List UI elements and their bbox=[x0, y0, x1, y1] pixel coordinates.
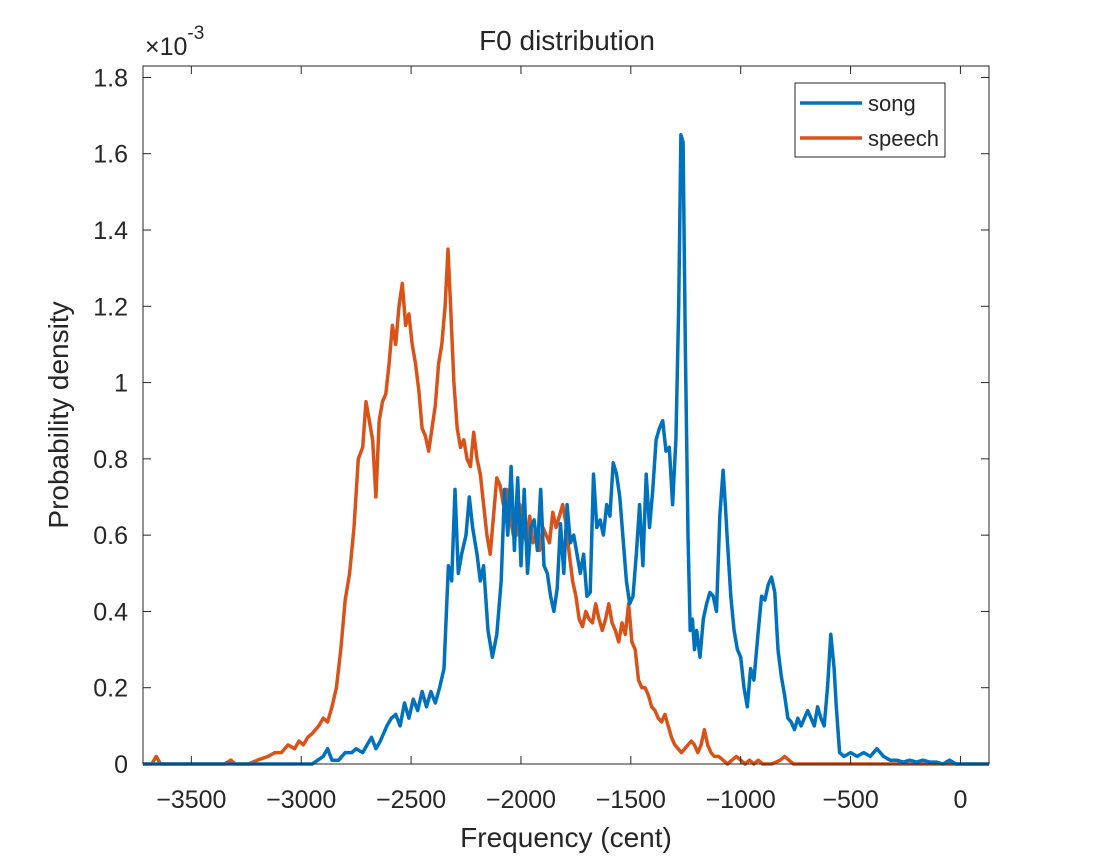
series-line-song bbox=[143, 132, 989, 766]
x-tick-label: −1500 bbox=[596, 786, 666, 814]
exponent-power: -3 bbox=[187, 23, 204, 44]
x-tick-label: −2000 bbox=[486, 786, 556, 814]
plot-frame bbox=[142, 65, 990, 765]
svg-text:×10-3: ×10-3 bbox=[145, 23, 204, 61]
y-tick-label: 0 bbox=[114, 751, 128, 779]
x-tick-label: 0 bbox=[953, 786, 967, 814]
y-axis-label: Probability density bbox=[43, 301, 74, 528]
x-axis-ticks: −3500 −3000 −2500 −2000 −1500 −1000 −500 0 bbox=[156, 66, 967, 814]
x-tick-label: −1000 bbox=[706, 786, 776, 814]
x-tick-label: −3000 bbox=[266, 786, 336, 814]
y-tick-label: 1 bbox=[114, 370, 128, 398]
y-axis-exponent: ×10-3 bbox=[145, 23, 204, 61]
y-tick-label: 1.6 bbox=[93, 141, 128, 169]
chart-title: F0 distribution bbox=[479, 25, 655, 56]
y-tick-label: 1.8 bbox=[93, 64, 128, 92]
x-tick-label: −3500 bbox=[156, 786, 226, 814]
y-tick-label: 0.2 bbox=[93, 675, 128, 703]
x-tick-label: −2500 bbox=[376, 786, 446, 814]
legend: song speech bbox=[794, 82, 946, 158]
exponent-base: ×10 bbox=[145, 33, 187, 61]
legend-label-song: song bbox=[868, 91, 916, 116]
y-tick-label: 1.2 bbox=[93, 293, 128, 321]
legend-box bbox=[794, 82, 946, 158]
series-line-speech bbox=[143, 247, 989, 766]
y-tick-label: 0.4 bbox=[93, 598, 128, 626]
x-tick-label: −500 bbox=[822, 786, 878, 814]
y-axis-ticks: 0 0.2 0.4 0.6 0.8 1 1.2 1.4 1.6 1.8 bbox=[93, 64, 989, 779]
y-tick-label: 0.8 bbox=[93, 446, 128, 474]
legend-label-speech: speech bbox=[868, 126, 939, 151]
plot-lines bbox=[143, 132, 989, 766]
y-tick-label: 1.4 bbox=[93, 217, 128, 245]
x-axis-label: Frequency (cent) bbox=[460, 822, 672, 853]
y-tick-label: 0.6 bbox=[93, 522, 128, 550]
